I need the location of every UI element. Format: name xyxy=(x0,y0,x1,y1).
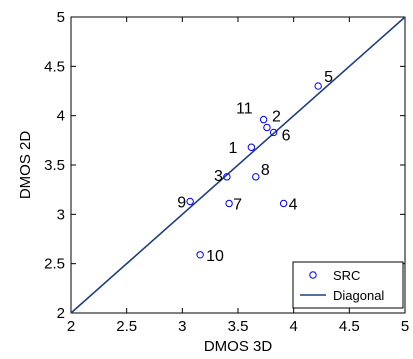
data-point-3 xyxy=(223,173,231,181)
data-point-2 xyxy=(263,123,271,132)
y-tick-label: 2 xyxy=(57,305,65,322)
y-axis-label: DMOS 2D xyxy=(17,131,34,200)
legend-label-diagonal: Diagonal xyxy=(333,288,384,303)
data-point-10 xyxy=(196,251,204,259)
y-tick-label: 3.5 xyxy=(44,157,65,174)
y-tick-label: 4.5 xyxy=(44,58,65,75)
data-point-6 xyxy=(269,128,278,137)
x-tick-label: 4 xyxy=(289,318,297,335)
point-label-5: 5 xyxy=(324,69,333,86)
point-label-10: 10 xyxy=(206,248,224,265)
data-point-4 xyxy=(279,199,288,208)
data-point-1 xyxy=(247,143,256,151)
legend-box xyxy=(292,261,404,309)
point-label-1: 1 xyxy=(228,140,237,157)
data-point-7 xyxy=(225,199,233,208)
point-label-7: 7 xyxy=(233,196,242,213)
y-tick-label: 4 xyxy=(57,108,65,125)
point-label-6: 6 xyxy=(282,127,291,144)
y-tick-label: 2.5 xyxy=(44,256,65,273)
legend-marker-src xyxy=(309,271,317,279)
data-point-5 xyxy=(314,82,322,90)
data-point-9 xyxy=(186,197,194,206)
x-tick-label: 5 xyxy=(401,318,409,335)
x-tick-label: 2.5 xyxy=(116,318,137,335)
point-label-4: 4 xyxy=(289,196,298,213)
x-tick-label: 3 xyxy=(178,318,186,335)
y-tick-label: 5 xyxy=(57,9,65,26)
data-point-8 xyxy=(252,173,260,181)
x-axis-label: DMOS 3D xyxy=(204,338,273,355)
x-tick-label: 4.5 xyxy=(339,318,360,335)
point-label-8: 8 xyxy=(261,162,270,179)
legend: SRC Diagonal xyxy=(292,261,404,309)
point-labels: 1 2 3 4 5 6 7 8 9 10 11 xyxy=(177,69,333,265)
data-points xyxy=(186,82,322,259)
x-tick-label: 3.5 xyxy=(228,318,249,335)
data-point-11 xyxy=(259,115,268,124)
diagonal-line xyxy=(70,16,406,314)
point-label-9: 9 xyxy=(177,195,186,212)
legend-label-src: SRC xyxy=(333,268,360,283)
y-tick-label: 3 xyxy=(57,206,65,223)
point-label-3: 3 xyxy=(214,168,223,185)
point-label-11: 11 xyxy=(236,101,253,118)
tick-labels: 2 2.5 3 3.5 4 4.5 5 2 2.5 3 3.5 4 4.5 5 xyxy=(44,9,409,335)
x-tick-label: 2 xyxy=(67,318,75,335)
point-label-2: 2 xyxy=(272,109,281,126)
